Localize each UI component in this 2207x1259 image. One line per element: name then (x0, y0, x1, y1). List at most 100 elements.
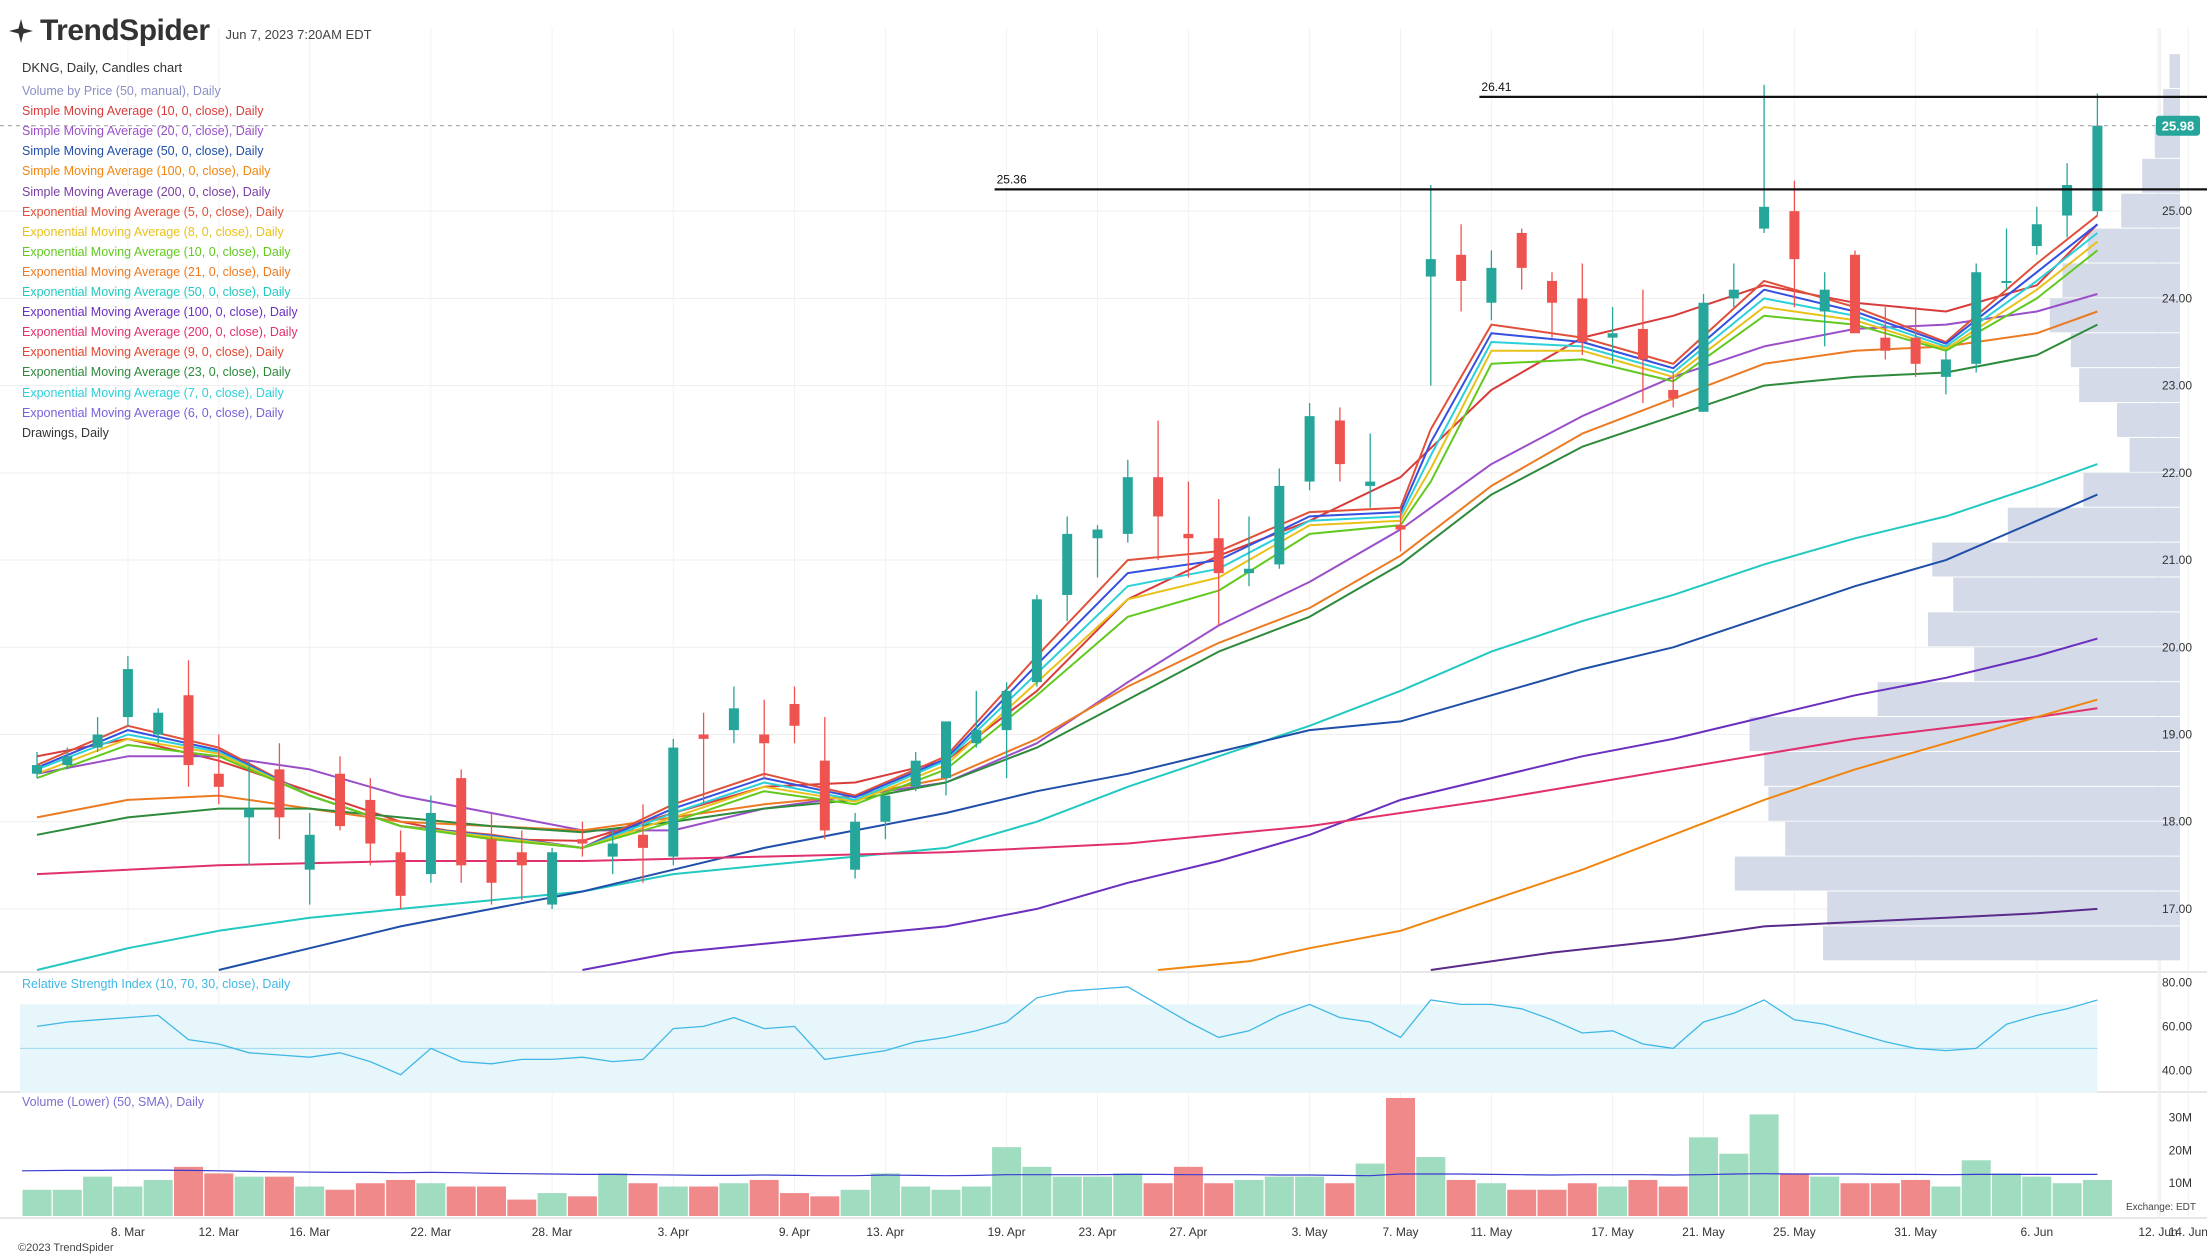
legend-item[interactable]: Exponential Moving Average (100, 0, clos… (22, 305, 298, 320)
candle[interactable] (2092, 125, 2103, 212)
candle[interactable] (1880, 337, 1891, 351)
legend-item[interactable]: Exponential Moving Average (50, 0, close… (22, 285, 291, 300)
candle[interactable] (1092, 529, 1103, 539)
candle[interactable] (728, 708, 739, 731)
candle[interactable] (1607, 333, 1618, 338)
candle[interactable] (335, 773, 345, 827)
candle[interactable] (759, 734, 770, 744)
legend-item[interactable]: Exponential Moving Average (7, 0, close)… (22, 385, 284, 400)
candle[interactable] (1850, 254, 1860, 334)
candle[interactable] (1728, 289, 1739, 299)
legend-item[interactable]: Exponential Moving Average (23, 0, close… (22, 365, 291, 380)
volume-bar (2052, 1183, 2082, 1216)
candle[interactable] (32, 765, 42, 774)
candle[interactable] (1153, 477, 1164, 517)
candle[interactable] (577, 839, 588, 844)
candle[interactable] (365, 799, 376, 844)
candle[interactable] (1971, 272, 1982, 364)
volume-bar (1628, 1179, 1658, 1216)
candle[interactable] (1274, 485, 1285, 565)
header: TrendSpider Jun 7, 2023 7:20AM EDT (8, 14, 372, 48)
candle[interactable] (1244, 568, 1254, 574)
volume-by-price-bar (2070, 333, 2180, 368)
legend-item[interactable]: Simple Moving Average (200, 0, close), D… (22, 184, 271, 199)
candle[interactable] (1637, 328, 1648, 360)
volume-bar (719, 1183, 749, 1216)
candle[interactable] (2031, 224, 2042, 247)
candle[interactable] (1031, 599, 1042, 683)
candle[interactable] (62, 756, 73, 766)
candle[interactable] (153, 712, 164, 735)
legend-item[interactable]: Exponential Moving Average (10, 0, close… (22, 244, 291, 259)
candle[interactable] (910, 760, 921, 787)
legend-item[interactable]: Exponential Moving Average (6, 0, close)… (22, 405, 284, 420)
candle[interactable] (880, 795, 891, 822)
candle[interactable] (1516, 232, 1527, 268)
candle[interactable] (819, 760, 830, 831)
candle[interactable] (1547, 280, 1557, 303)
legend-item[interactable]: Volume by Price (50, manual), Daily (22, 84, 221, 99)
candle[interactable] (425, 813, 436, 875)
legend-item[interactable]: Simple Moving Average (50, 0, close), Da… (22, 144, 264, 159)
legend-item[interactable]: Exponential Moving Average (200, 0, clos… (22, 325, 298, 340)
candle[interactable] (941, 721, 951, 779)
volume-by-price-bar (1953, 577, 2180, 612)
candle[interactable] (516, 852, 527, 866)
candle[interactable] (1304, 416, 1315, 482)
candle[interactable] (1910, 337, 1921, 364)
candle[interactable] (1425, 259, 1436, 277)
candle[interactable] (2062, 185, 2073, 216)
candle[interactable] (1456, 254, 1467, 281)
candle[interactable] (850, 821, 861, 870)
candles-layer[interactable] (32, 84, 2103, 909)
candle[interactable] (789, 703, 800, 726)
legend-item[interactable]: Exponential Moving Average (21, 0, close… (22, 264, 291, 279)
drawings-layer[interactable]: 25.36 26.41 (994, 80, 2207, 191)
candle[interactable] (1668, 389, 1679, 399)
legend-item[interactable]: Drawings, Daily (22, 425, 109, 440)
legend-item[interactable]: Exponential Moving Average (9, 0, close)… (22, 345, 284, 360)
candle[interactable] (122, 669, 133, 718)
candle[interactable] (456, 778, 467, 866)
legend-item[interactable]: Simple Moving Average (100, 0, close), D… (22, 164, 271, 179)
candle[interactable] (1577, 298, 1588, 342)
candle[interactable] (244, 808, 255, 818)
candle[interactable] (1365, 481, 1376, 486)
candle[interactable] (213, 773, 224, 787)
candle[interactable] (486, 839, 497, 883)
candle[interactable] (1759, 206, 1770, 229)
candle[interactable] (92, 734, 103, 748)
time-tick-label: 7. May (1382, 1225, 1418, 1239)
volume-by-price-bar (1768, 786, 2180, 821)
legend-item[interactable]: Simple Moving Average (20, 0, close), Da… (22, 124, 264, 139)
legend-item[interactable]: Exponential Moving Average (8, 0, close)… (22, 224, 284, 239)
candle[interactable] (395, 852, 406, 896)
candle[interactable] (304, 834, 315, 870)
legend-item[interactable]: Simple Moving Average (10, 0, close), Da… (22, 104, 264, 119)
candle[interactable] (2001, 280, 2012, 283)
candle[interactable] (183, 695, 194, 766)
candle[interactable] (1819, 289, 1830, 312)
candle[interactable] (547, 852, 558, 905)
candle[interactable] (668, 747, 679, 857)
candle[interactable] (638, 834, 648, 848)
candle[interactable] (1940, 359, 1951, 377)
legend-item[interactable]: Exponential Moving Average (5, 0, close)… (22, 204, 284, 219)
candle[interactable] (1698, 302, 1709, 412)
candle[interactable] (1122, 477, 1133, 534)
candle[interactable] (1789, 211, 1800, 260)
candle[interactable] (1334, 420, 1345, 465)
candle[interactable] (1213, 538, 1224, 574)
candle[interactable] (971, 730, 982, 744)
candle[interactable] (607, 843, 618, 857)
indicator-legend[interactable]: DKNG, Daily, Candles chart Volume by Pri… (22, 58, 298, 443)
candle[interactable] (1001, 690, 1012, 731)
volume-bar (598, 1173, 628, 1216)
volume-bar (1992, 1173, 2021, 1216)
candle[interactable] (698, 734, 709, 739)
candle[interactable] (1062, 533, 1073, 595)
candle[interactable] (1395, 525, 1406, 530)
candle[interactable] (274, 769, 285, 818)
candle[interactable] (1183, 533, 1194, 539)
candle[interactable] (1486, 267, 1497, 303)
